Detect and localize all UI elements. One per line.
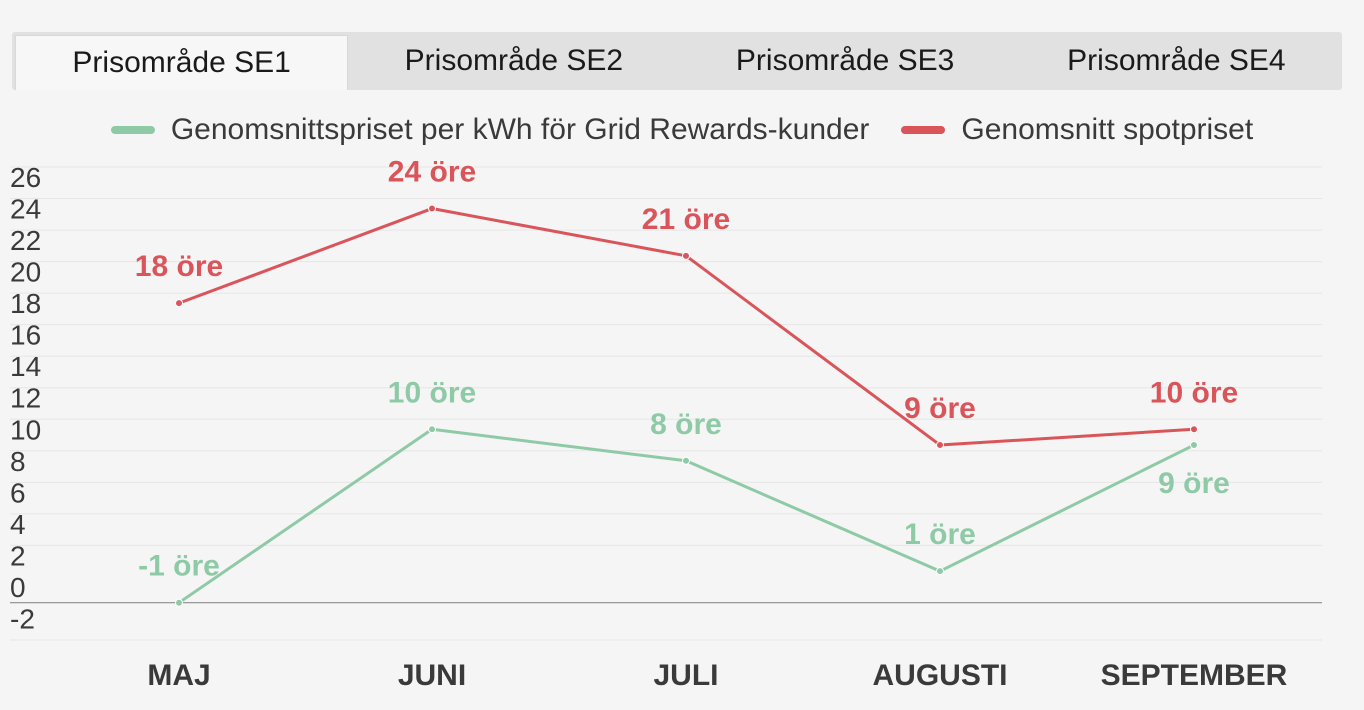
legend-swatch-red bbox=[901, 126, 946, 134]
chart-legend: Genomsnittspriset per kWh för Grid Rewar… bbox=[0, 108, 1364, 152]
data-label: 8 öre bbox=[650, 408, 722, 441]
series-line-grid-rewards bbox=[178, 427, 1195, 604]
data-point bbox=[682, 456, 690, 465]
y-tick-label: 2 bbox=[10, 540, 26, 571]
y-tick-label: 6 bbox=[10, 477, 26, 508]
y-tick-label: 18 bbox=[10, 288, 41, 319]
data-point bbox=[936, 441, 944, 450]
tab-se2[interactable]: Prisområde SE2 bbox=[404, 44, 624, 77]
data-point bbox=[428, 425, 436, 434]
legend-label-spot-price: Genomsnitt spotpriset bbox=[961, 113, 1254, 146]
legend-swatch-green bbox=[110, 126, 155, 134]
data-point bbox=[175, 299, 183, 308]
y-tick-label: 20 bbox=[10, 257, 41, 288]
legend-item-spot-price[interactable]: Genomsnitt spotpriset bbox=[901, 113, 1253, 147]
data-label: 9 öre bbox=[904, 392, 976, 425]
x-tick-label: MAJ bbox=[147, 659, 210, 692]
y-tick-label: 12 bbox=[10, 383, 41, 414]
legend-item-grid-rewards[interactable]: Genomsnittspriset per kWh för Grid Rewar… bbox=[110, 113, 870, 147]
x-tick-label: JUNI bbox=[398, 659, 466, 692]
legend-label-grid-rewards: Genomsnittspriset per kWh för Grid Rewar… bbox=[170, 113, 870, 146]
price-area-tabs: Prisområde SE1 Prisområde SE2 Prisområde… bbox=[12, 32, 1342, 90]
data-label: 9 öre bbox=[1158, 467, 1230, 500]
data-label: 18 öre bbox=[135, 250, 223, 283]
data-label: 24 öre bbox=[388, 156, 476, 189]
y-tick-label: 10 bbox=[10, 414, 41, 445]
y-tick-label: 26 bbox=[10, 162, 41, 193]
data-label: -1 öre bbox=[138, 550, 220, 583]
y-tick-label: 16 bbox=[10, 320, 41, 351]
data-point bbox=[682, 251, 690, 260]
y-tick-label: 8 bbox=[10, 446, 26, 477]
tab-se3[interactable]: Prisområde SE3 bbox=[735, 44, 955, 77]
y-tick-label: -2 bbox=[10, 603, 35, 634]
y-tick-label: 0 bbox=[10, 572, 26, 603]
data-point bbox=[1190, 425, 1198, 434]
y-tick-label: 22 bbox=[10, 225, 41, 256]
x-tick-label: JULI bbox=[653, 659, 718, 692]
data-label: 1 öre bbox=[904, 518, 976, 551]
data-point bbox=[1190, 441, 1198, 450]
x-tick-label: AUGUSTI bbox=[873, 659, 1008, 692]
data-label: 10 öre bbox=[388, 376, 476, 409]
data-point bbox=[175, 598, 183, 607]
data-label: 21 öre bbox=[642, 203, 730, 236]
data-point bbox=[428, 204, 436, 213]
data-point bbox=[936, 567, 944, 576]
tab-se4[interactable]: Prisområde SE4 bbox=[1067, 44, 1286, 77]
y-tick-label: 4 bbox=[10, 509, 26, 540]
x-tick-label: SEPTEMBER bbox=[1101, 659, 1288, 692]
y-tick-label: 14 bbox=[10, 351, 41, 382]
y-tick-label: 24 bbox=[10, 194, 41, 225]
data-label: 10 öre bbox=[1150, 376, 1238, 409]
tab-se1[interactable]: Prisområde SE1 bbox=[15, 35, 349, 90]
